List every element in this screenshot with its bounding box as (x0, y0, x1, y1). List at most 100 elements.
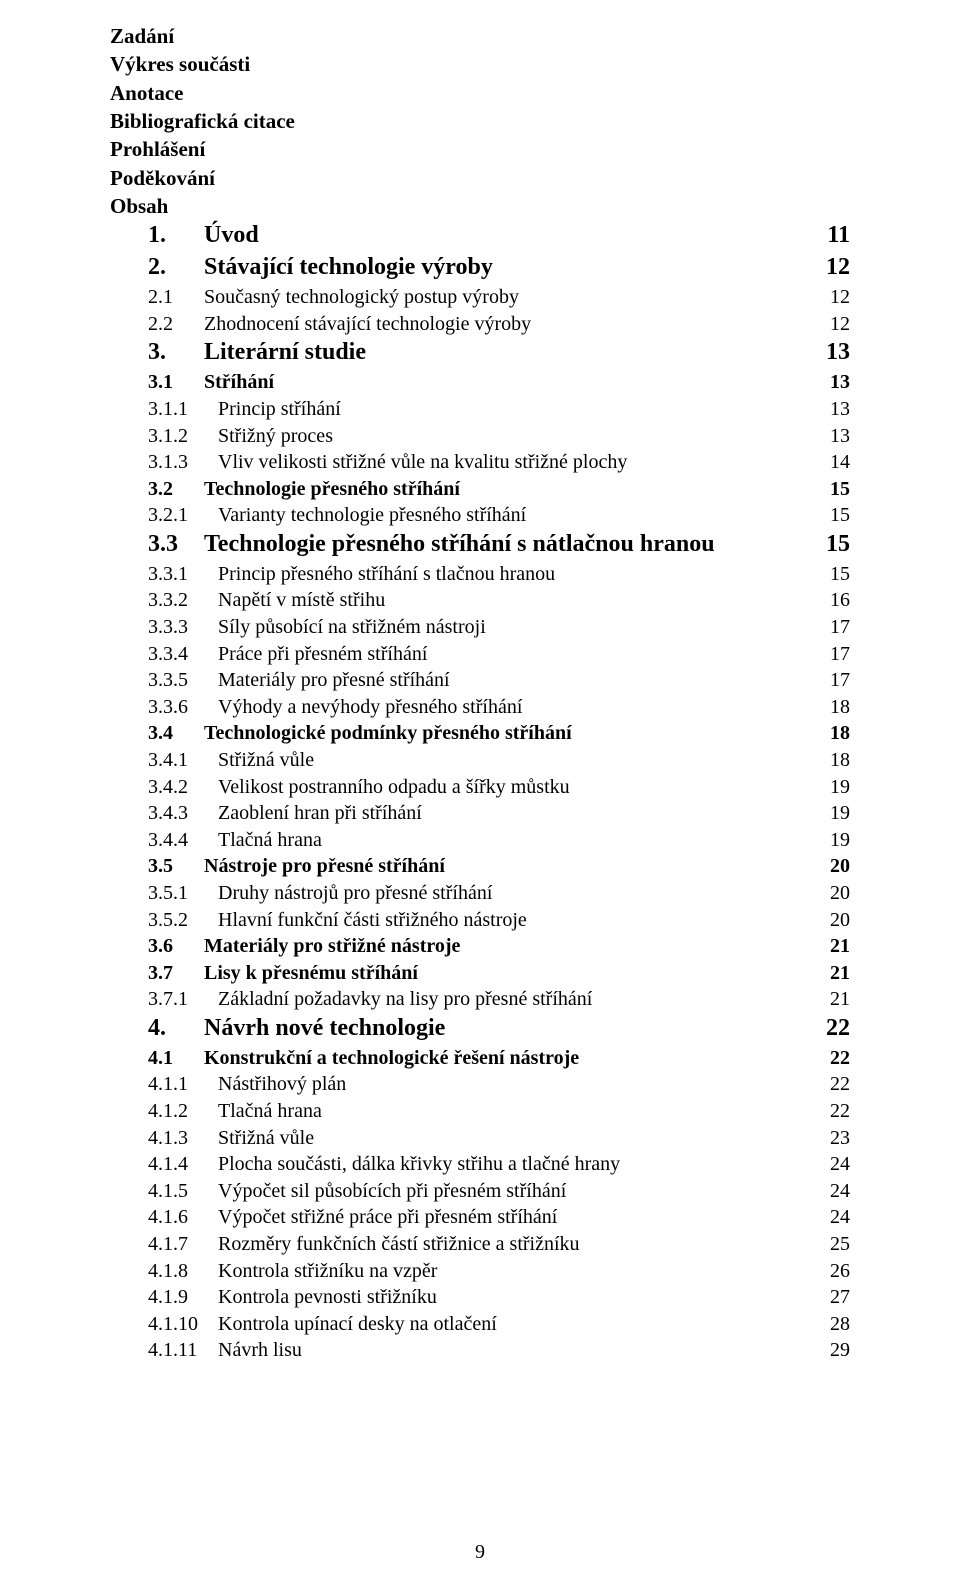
toc-page: 24 (830, 1204, 850, 1231)
toc-number: 4.1.10 (148, 1311, 218, 1338)
toc-label: 3.2.1Varianty technologie přesného stříh… (148, 502, 814, 529)
toc-label: 4.1.11Návrh lisu (148, 1337, 814, 1364)
toc-page: 12 (830, 311, 850, 338)
toc-row: 4.1.1Nástřihový plán22 (148, 1071, 850, 1098)
toc-label: 4.1.6Výpočet střižné práce při přesném s… (148, 1204, 814, 1231)
toc-row: 4.1.8Kontrola střižníku na vzpěr26 (148, 1258, 850, 1285)
toc-row: 4.1.11Návrh lisu29 (148, 1337, 850, 1364)
toc-title: Práce při přesném stříhání (218, 643, 427, 665)
toc-row: 4.1.5Výpočet sil působících při přesném … (148, 1178, 850, 1205)
toc-page: 27 (830, 1284, 850, 1311)
toc-page: 15 (830, 561, 850, 588)
toc-number: 3.4.3 (148, 800, 218, 827)
toc-number: 4.1 (148, 1045, 204, 1072)
toc-label: 3.3.6Výhody a nevýhody přesného stříhání (148, 694, 814, 721)
header-block: ZadáníVýkres součástiAnotaceBibliografic… (110, 22, 850, 220)
toc-title: Princip přesného stříhání s tlačnou hran… (218, 563, 555, 585)
toc-label: 2.Stávající technologie výroby (148, 252, 810, 284)
toc-title: Stávající technologie výroby (204, 254, 493, 280)
toc-page: 20 (830, 853, 850, 880)
toc-number: 3.2.1 (148, 502, 218, 529)
toc-row: 3.1.1Princip stříhání13 (148, 396, 850, 423)
toc-title: Střižná vůle (218, 749, 314, 771)
toc-label: 3.1.2Střižný proces (148, 423, 814, 450)
toc-number: 1. (148, 220, 204, 252)
toc-title: Vliv velikosti střižné vůle na kvalitu s… (218, 451, 627, 473)
toc-number: 3.3.3 (148, 614, 218, 641)
toc-page: 13 (826, 337, 850, 369)
toc-title: Síly působící na střižném nástroji (218, 616, 486, 638)
toc-title: Materiály pro střižné nástroje (204, 935, 460, 957)
toc-row: 4.1Konstrukční a technologické řešení ná… (148, 1045, 850, 1072)
toc-label: 4.Návrh nové technologie (148, 1013, 810, 1045)
toc-page: 25 (830, 1231, 850, 1258)
toc-label: 4.1.9Kontrola pevnosti střižníku (148, 1284, 814, 1311)
toc-label: 3.5Nástroje pro přesné stříhání (148, 853, 814, 880)
header-line: Obsah (110, 192, 850, 220)
toc-label: 3.4.3Zaoblení hran při stříhání (148, 800, 814, 827)
toc-title: Kontrola upínací desky na otlačení (218, 1313, 497, 1335)
toc-row: 4.Návrh nové technologie 22 (148, 1013, 850, 1045)
toc-page: 15 (826, 529, 850, 561)
toc-page: 18 (830, 694, 850, 721)
toc-label: 3.3.3Síly působící na střižném nástroji (148, 614, 814, 641)
toc-title: Technologie přesného stříhání (204, 478, 460, 500)
toc-row: 4.1.9Kontrola pevnosti střižníku 27 (148, 1284, 850, 1311)
toc-page: 24 (830, 1151, 850, 1178)
toc-row: 3.3.5Materiály pro přesné stříhání17 (148, 667, 850, 694)
toc-row: 4.1.4Plocha součásti, dálka křivky střih… (148, 1151, 850, 1178)
toc-page: 19 (830, 774, 850, 801)
toc-number: 4.1.8 (148, 1258, 218, 1285)
toc-title: Velikost postranního odpadu a šířky můst… (218, 776, 570, 798)
toc-number: 3.3.4 (148, 641, 218, 668)
toc-title: Druhy nástrojů pro přesné stříhání (218, 882, 492, 904)
toc-number: 3.7.1 (148, 986, 218, 1013)
toc-number: 2. (148, 252, 204, 284)
toc-row: 3.3.4Práce při přesném stříhání17 (148, 641, 850, 668)
toc-row: 4.1.3Střižná vůle23 (148, 1125, 850, 1152)
toc-row: 2.1Současný technologický postup výroby1… (148, 284, 850, 311)
toc-label: 4.1.4Plocha součásti, dálka křivky střih… (148, 1151, 814, 1178)
toc-label: 4.1.7Rozměry funkčních částí střižnice a… (148, 1231, 814, 1258)
toc-label: 3.1.3Vliv velikosti střižné vůle na kval… (148, 449, 814, 476)
toc-label: 3.3Technologie přesného stříhání s nátla… (148, 529, 810, 561)
toc-label: 3.1Stříhání (148, 369, 814, 396)
toc-page: 13 (830, 369, 850, 396)
toc-row: 3.Literární studie 13 (148, 337, 850, 369)
toc-page: 22 (830, 1098, 850, 1125)
toc-number: 3.1.1 (148, 396, 218, 423)
toc-title: Konstrukční a technologické řešení nástr… (204, 1047, 579, 1069)
toc-title: Technologie přesného stříhání s nátlačno… (204, 531, 715, 557)
toc-row: 3.1Stříhání 13 (148, 369, 850, 396)
toc-page: 19 (830, 827, 850, 854)
toc-number: 3.5.1 (148, 880, 218, 907)
header-line: Anotace (110, 79, 850, 107)
toc-label: 4.1.10Kontrola upínací desky na otlačení (148, 1311, 814, 1338)
toc-row: 3.2Technologie přesného stříhání15 (148, 476, 850, 503)
toc-number: 3.4.2 (148, 774, 218, 801)
toc-number: 4.1.9 (148, 1284, 218, 1311)
toc-page: 18 (830, 747, 850, 774)
toc-label: 3.Literární studie (148, 337, 810, 369)
toc-label: 3.5.2Hlavní funkční části střižného nást… (148, 907, 814, 934)
toc-label: 3.2Technologie přesného stříhání (148, 476, 814, 503)
toc-page: 14 (830, 449, 850, 476)
toc-number: 3.3.2 (148, 587, 218, 614)
toc-row: 3.4.3Zaoblení hran při stříhání19 (148, 800, 850, 827)
toc-row: 4.1.6Výpočet střižné práce při přesném s… (148, 1204, 850, 1231)
toc-row: 3.4.1Střižná vůle18 (148, 747, 850, 774)
toc-row: 3.5Nástroje pro přesné stříhání 20 (148, 853, 850, 880)
toc-row: 3.1.3Vliv velikosti střižné vůle na kval… (148, 449, 850, 476)
toc-row: 3.4Technologické podmínky přesného stříh… (148, 720, 850, 747)
toc-page: 21 (830, 960, 850, 987)
toc-page: 11 (827, 220, 850, 252)
toc-page: 22 (826, 1013, 850, 1045)
toc-label: 3.3.4Práce při přesném stříhání (148, 641, 814, 668)
toc-page: 17 (830, 614, 850, 641)
toc-page: 20 (830, 907, 850, 934)
toc-label: 3.1.1Princip stříhání (148, 396, 814, 423)
toc-row: 3.7.1Základní požadavky na lisy pro přes… (148, 986, 850, 1013)
toc-row: 3.7Lisy k přesnému stříhání21 (148, 960, 850, 987)
toc-page: 23 (830, 1125, 850, 1152)
toc-number: 2.2 (148, 311, 204, 338)
